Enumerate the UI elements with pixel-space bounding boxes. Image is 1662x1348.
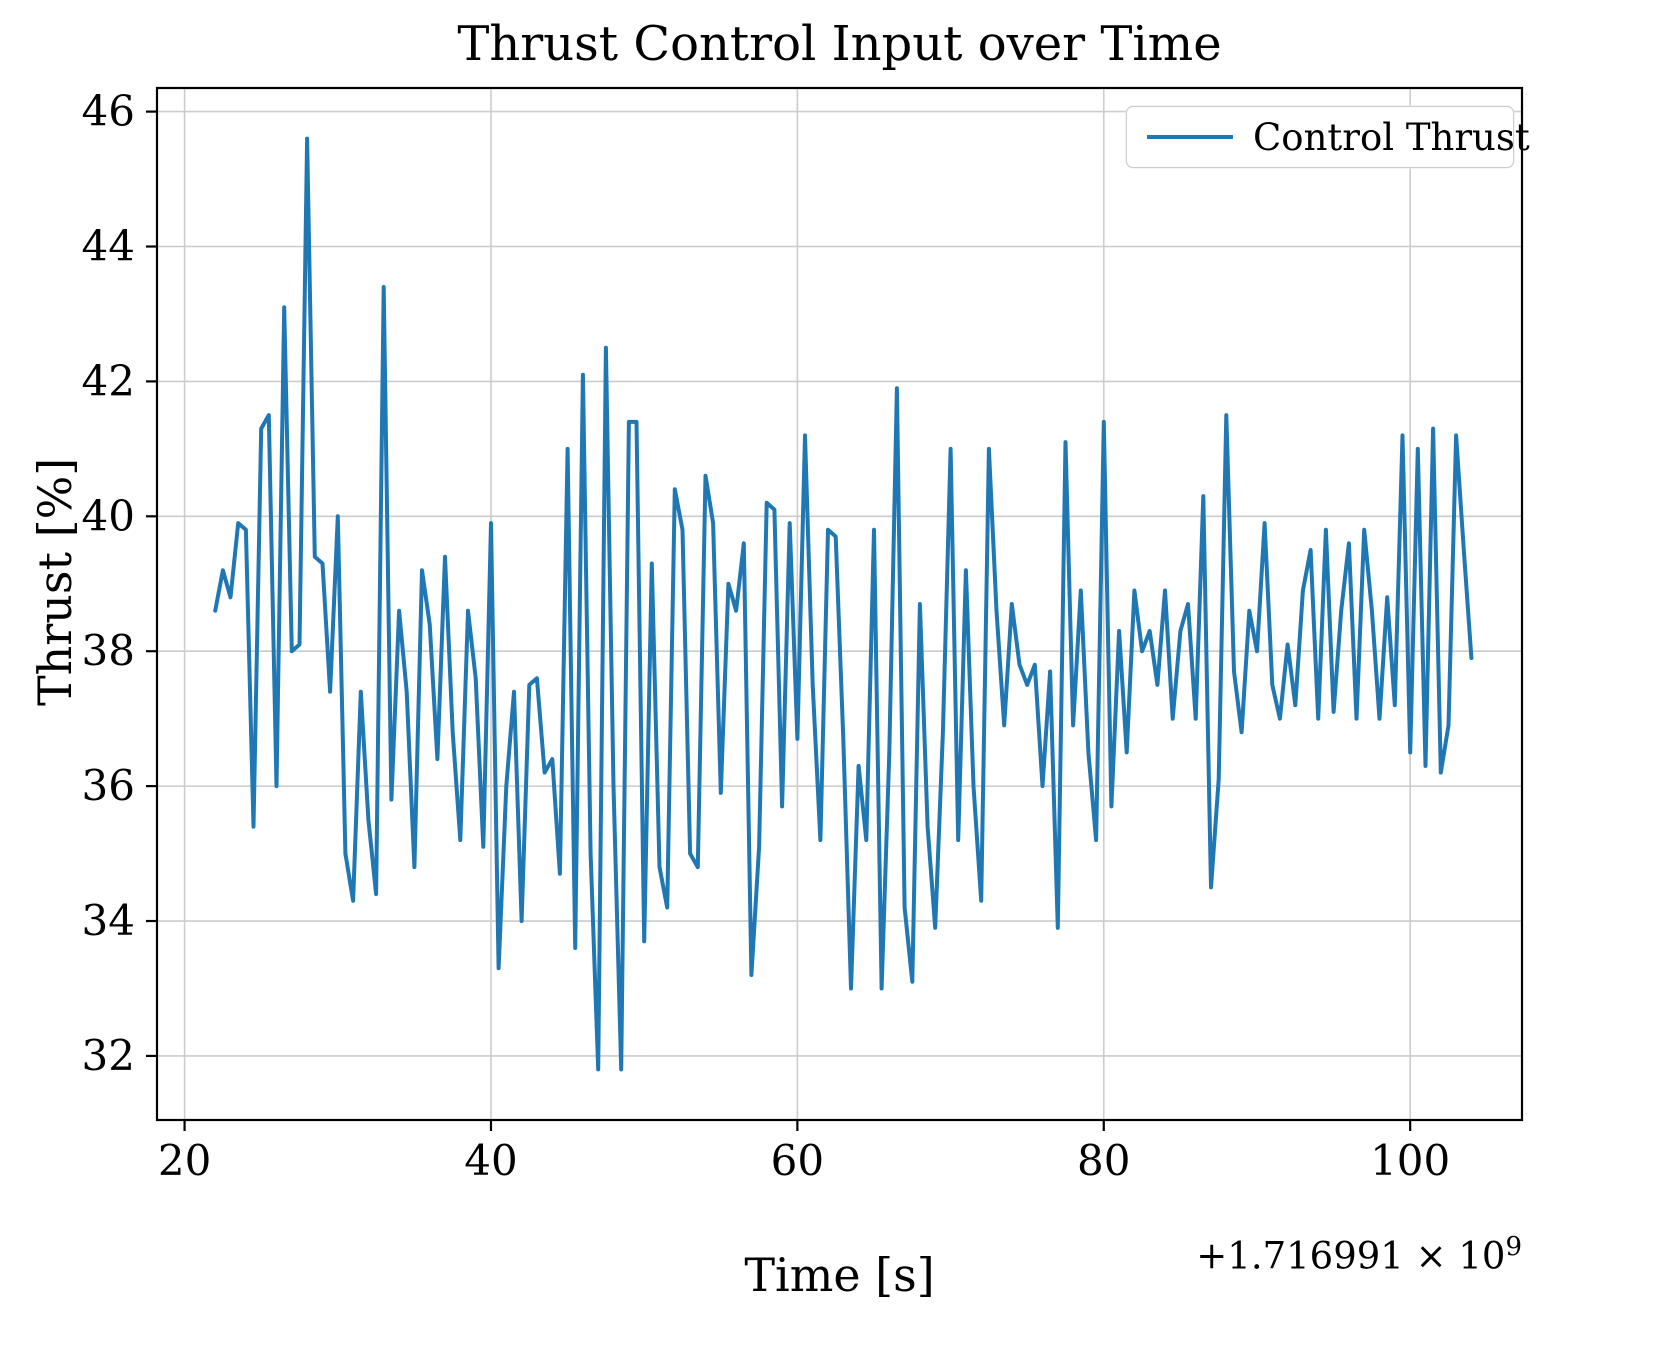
- y-tick-label: 32: [82, 1031, 135, 1080]
- data-line-control-thrust: [213, 136, 1474, 1072]
- offset-exponent: 9: [1505, 1232, 1522, 1262]
- x-tick-label: 40: [464, 1136, 517, 1185]
- chart-title: Thrust Control Input over Time: [457, 16, 1222, 72]
- x-tick-label: 80: [1077, 1136, 1130, 1185]
- y-tick-label: 34: [82, 896, 135, 945]
- x-axis-label: Time [s]: [744, 1248, 935, 1302]
- y-axis-label: Thrust [%]: [28, 457, 82, 706]
- y-tick-label: 36: [82, 761, 135, 810]
- legend-label: Control Thrust: [1253, 115, 1530, 159]
- axes-frame: [155, 86, 1524, 1122]
- y-tick-label: 38: [82, 626, 135, 675]
- y-tick-label: 44: [82, 222, 135, 271]
- x-axis-offset-text: +1.716991 × 109: [1100, 1232, 1522, 1277]
- y-tick-label: 42: [82, 356, 135, 405]
- legend[interactable]: Control Thrust: [1126, 106, 1530, 168]
- y-tick-label: 46: [82, 87, 135, 136]
- legend-line-sample: [1147, 134, 1233, 140]
- y-tick-label: 40: [82, 491, 135, 540]
- x-tick-label: 100: [1370, 1136, 1450, 1185]
- x-tick-label: 20: [158, 1136, 211, 1185]
- x-tick-label: 60: [771, 1136, 824, 1185]
- offset-base: +1.716991 × 10: [1196, 1234, 1506, 1278]
